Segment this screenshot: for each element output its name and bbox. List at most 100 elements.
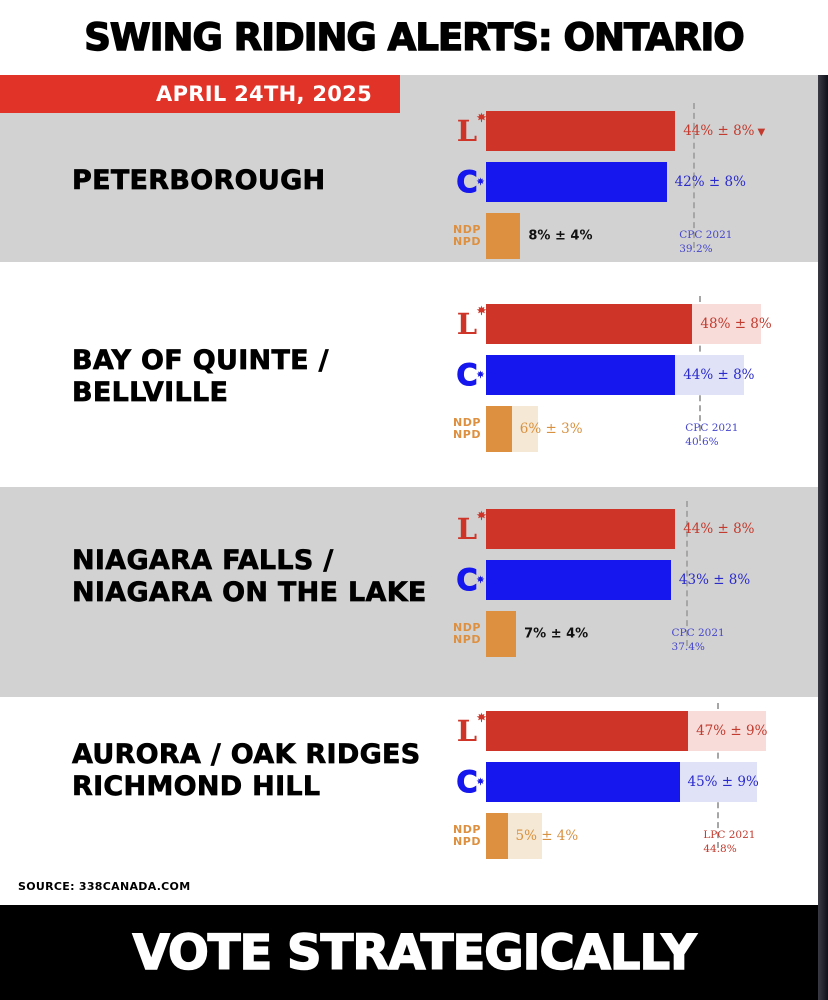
ndp-label-line: NDP [453,620,481,634]
conservative-bar [486,560,671,600]
maple-leaf-icon [476,369,485,378]
conservative-logo: C [456,562,485,597]
riding-name-line: RICHMOND HILL [72,771,321,803]
ndp-logo: NDP NPD [453,223,481,248]
value-text: 43% ± 8% [678,572,751,588]
ndp-value-label: 5% ± 4% [516,828,579,844]
riding-chart: L 44% ± 8% C 43% ± 8% [448,501,823,668]
note-party-year: CPC 2021 [671,627,725,639]
value-text: 6% ± 3% [519,421,583,437]
liberal-bar [486,711,689,751]
maple-leaf-icon [476,111,487,122]
previous-election-note: CPC 2021 37.4% [672,627,758,654]
riding-section-peterborough: APRIL 24TH, 2025 PETERBOROUGH L 44% ± 8%… [0,75,828,262]
conservative-party-icon: C [448,357,486,392]
liberal-bar [486,509,676,549]
liberal-bar-row: L 44% ± 8% ▼ [448,111,823,151]
maple-leaf-icon [476,509,487,520]
footer-slogan: VOTE STRATEGICALLY [132,924,697,982]
ndp-label-line: NDP [453,822,481,836]
ndp-party-icon: NDP NPD [448,223,486,248]
bar-track: 44% ± 8% [486,509,823,549]
title-bar: SWING RIDING ALERTS: ONTARIO [0,0,828,75]
value-text: 42% ± 8% [674,174,746,190]
conservative-letter: C [456,357,478,392]
riding-name: NIAGARA FALLS / NIAGARA ON THE LAKE [72,545,427,610]
ndp-bar-row: NDP NPD 5% ± 4% [448,813,823,859]
conservative-party-icon: C [448,562,486,597]
bar-track: 44% ± 8% [486,355,823,395]
source-credit: SOURCE: 338CANADA.COM [18,880,191,893]
conservative-bar-row: C 45% ± 9% [448,762,823,802]
ndp-label-line: NPD [453,235,481,248]
conservative-value-label: 42% ± 8% [675,174,746,190]
note-percent: 39.2% [679,242,713,255]
ndp-party-icon: NDP NPD [448,620,486,646]
previous-result-marker [685,501,688,646]
value-text: 48% ± 8% [700,316,772,332]
maple-leaf-icon [476,304,487,315]
ndp-bar [486,406,512,452]
maple-leaf-icon [476,574,485,583]
riding-name: AURORA / OAK RIDGES RICHMOND HILL [72,739,421,804]
riding-name-line: AURORA / OAK RIDGES [72,739,421,771]
liberal-letter: L [456,113,478,148]
conservative-bar [486,762,680,802]
value-text: 44% ± 8% [683,521,755,537]
conservative-party-icon: C [448,767,486,797]
note-percent: 37.4% [671,640,705,653]
liberal-party-icon: L [448,304,487,341]
page-title: SWING RIDING ALERTS: ONTARIO [84,15,746,59]
conservative-party-icon: C [448,167,486,197]
liberal-letter: L [456,713,478,748]
bar-track: 47% ± 9% [486,711,823,751]
bar-track: 6% ± 3% [486,406,823,452]
riding-name-line: NIAGARA ON THE LAKE [72,577,427,609]
ndp-party-icon: NDP NPD [448,415,486,441]
value-text: 8% ± 4% [528,228,593,244]
ndp-label-line: NDP [453,415,481,429]
ndp-logo: NDP NPD [453,620,481,646]
ndp-logo: NDP NPD [453,415,481,441]
liberal-party-icon: L [448,711,487,748]
conservative-bar-row: C 44% ± 8% [448,355,823,395]
value-text: 45% ± 9% [687,774,759,790]
bar-track: 42% ± 8% [486,162,823,202]
maple-leaf-icon [476,776,485,785]
conservative-value-label: 44% ± 8% [683,367,754,383]
riding-name-line: NIAGARA FALLS / [72,545,334,577]
ndp-value-label: 8% ± 4% [528,229,592,244]
ndp-logo: NDP NPD [453,822,481,848]
bar-track: 5% ± 4% [486,813,823,859]
riding-name-line: PETERBOROUGH [72,165,326,197]
conservative-value-label: 45% ± 9% [688,774,759,790]
riding-section-aurora: AURORA / OAK RIDGES RICHMOND HILL L 47% … [0,697,828,905]
riding-chart: L 48% ± 8% C 44% ± 8% [448,296,823,463]
conservative-logo: C [456,357,485,392]
date-banner-text: APRIL 24TH, 2025 [156,82,372,106]
ndp-party-icon: NDP NPD [448,822,486,848]
riding-name-line: BELLVILLE [72,377,229,409]
conservative-bar [486,162,667,202]
ndp-bar-row: NDP NPD 6% ± 3% [448,406,823,452]
liberal-party-icon: L [448,111,487,148]
conservative-letter: C [456,562,478,597]
ndp-label-line: NPD [453,428,481,441]
bar-track: 8% ± 4% [486,213,823,259]
liberal-bar [486,304,693,344]
liberal-party-icon: L [448,509,487,544]
value-text: 5% ± 4% [515,828,579,844]
liberal-value-label: 44% ± 8% ▼ [683,123,765,139]
liberal-letter: L [456,306,478,341]
bar-track: 7% ± 4% [486,611,823,657]
conservative-bar-row: C 42% ± 8% [448,162,823,202]
value-text: 44% ± 8% [683,367,755,383]
previous-election-note: LPC 2021 44.8% [703,829,789,856]
ndp-bar [486,611,517,657]
liberal-value-label: 44% ± 8% [683,521,754,537]
ndp-bar-row: NDP NPD 7% ± 4% [448,611,823,657]
note-party-year: CPC 2021 [685,422,739,434]
previous-election-note: CPC 2021 40.6% [685,422,771,449]
liberal-logo: L [456,111,487,148]
liberal-bar [486,111,676,151]
